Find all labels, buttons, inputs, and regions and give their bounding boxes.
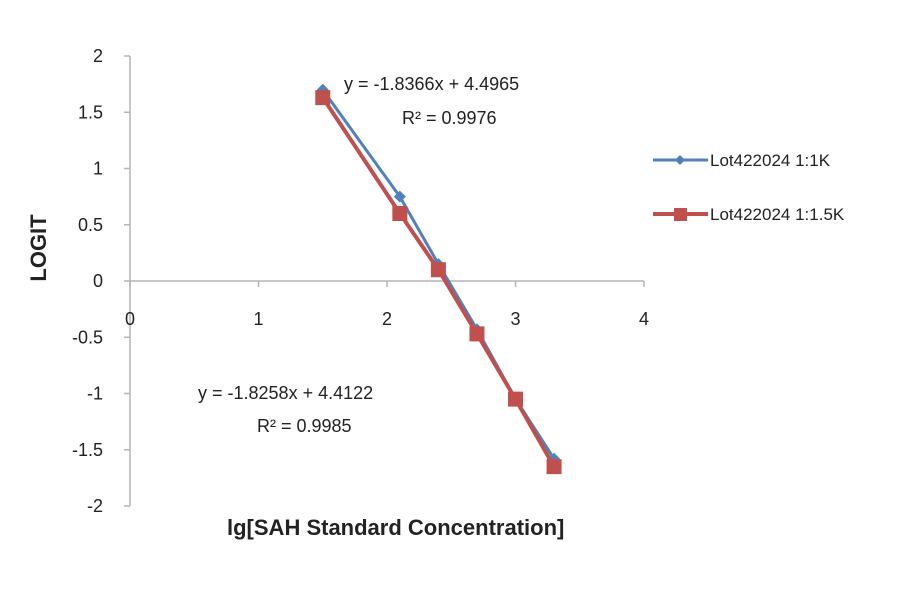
y-tick-label: 2: [93, 46, 103, 66]
data-point: [393, 190, 406, 203]
series-layer: [315, 83, 562, 475]
y-tick-label: 1.5: [78, 102, 103, 122]
data-point: [315, 90, 331, 106]
y-tick-label: -1.5: [72, 440, 103, 460]
data-point: [508, 391, 523, 407]
x-tick-label: 3: [510, 309, 520, 329]
r-squared-1: R² = 0.9976: [402, 108, 497, 128]
fit-equation-1: y = -1.8366x + 4.4965: [344, 74, 519, 94]
x-tick-label: 4: [639, 309, 649, 329]
data-point: [430, 262, 446, 278]
x-tick-label: 1: [253, 309, 263, 329]
x-axis-title: lg[SAH Standard Concentration]: [227, 515, 564, 540]
legend-label-1k: Lot422024 1:1K: [710, 151, 831, 170]
tick-labels: 2 1.5 1 0.5 0 -0.5 -1 -1.5 -2 0 1 2 3 4: [72, 46, 649, 516]
fit-equation-2: y = -1.8258x + 4.4122: [198, 383, 373, 403]
axes: [124, 55, 645, 507]
y-tick-label: 0.5: [78, 215, 103, 235]
legend-item-1-5k: Lot422024 1:1.5K: [653, 205, 845, 224]
y-tick-label: 0: [93, 271, 103, 291]
r-squared-2: R² = 0.9985: [257, 416, 352, 436]
series-2: [315, 90, 562, 475]
series-line: [320, 95, 557, 469]
y-tick-label: -2: [87, 496, 103, 516]
data-point: [392, 206, 408, 221]
y-tick-label: -0.5: [72, 327, 103, 347]
y-tick-label: 1: [93, 159, 103, 179]
data-point: [546, 459, 562, 475]
legend-marker-1-5k: [674, 208, 687, 221]
legend-item-1k: Lot422024 1:1K: [653, 151, 831, 170]
legend-label-1-5k: Lot422024 1:1.5K: [710, 205, 845, 224]
x-tick-label: 0: [125, 309, 135, 329]
legend-marker-1k: [675, 155, 685, 165]
x-tick-label: 2: [382, 309, 392, 329]
legend: Lot422024 1:1K Lot422024 1:1.5K: [653, 151, 845, 224]
y-tick-label: -1: [87, 384, 103, 404]
data-point: [469, 326, 485, 342]
y-axis-title: LOGIT: [26, 214, 51, 282]
